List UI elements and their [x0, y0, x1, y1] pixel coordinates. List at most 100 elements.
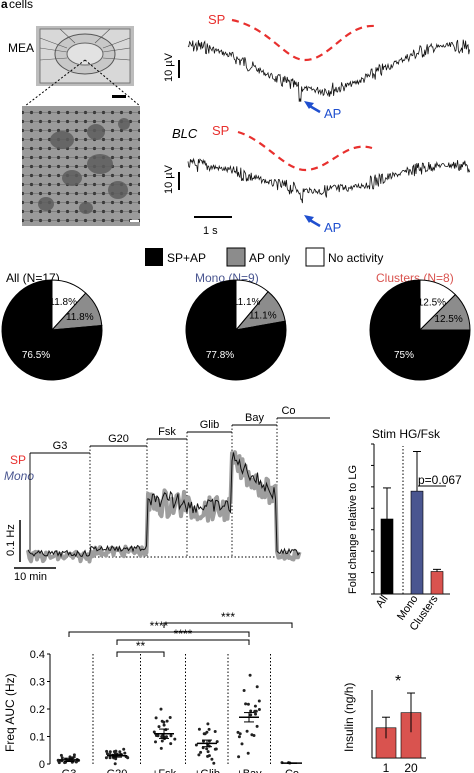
voltage-scale-bar-1: 10 µV	[163, 52, 180, 82]
auc-category-label: G20	[107, 768, 128, 773]
auc-category-label: +Bay	[236, 768, 262, 773]
auc-y-tick-label: 0.1	[30, 732, 45, 744]
auc-data-point	[159, 707, 163, 711]
insulin-category-label: 1	[383, 761, 390, 773]
pie-value-label: 12.5%	[418, 297, 446, 308]
fold-bar-clusters	[430, 571, 444, 595]
auc-data-point	[240, 742, 244, 746]
auc-data-point	[237, 755, 241, 759]
pie-legend: SP+AP AP only No activity	[145, 247, 383, 267]
pie-value-label: 76.5%	[22, 350, 50, 361]
auc-data-point	[242, 689, 246, 692]
insulin-chart: Insulin (ng/h) * 1 20	[342, 673, 426, 773]
auc-data-point	[214, 747, 218, 751]
auc-data-point	[123, 751, 127, 755]
auc-data-point	[194, 743, 198, 747]
auc-data-point	[210, 757, 214, 761]
sp-dashed-curve-1	[231, 18, 376, 62]
y-scale-bar-label: 0.1 Hz	[5, 524, 17, 556]
pie-value-label: 75%	[394, 350, 414, 361]
auc-data-point	[249, 709, 253, 713]
auc-data-point	[126, 756, 130, 760]
auc-data-point	[159, 746, 163, 750]
voltage-scale-label-1: 10 µV	[163, 52, 175, 82]
auc-data-point	[246, 751, 250, 755]
auc-data-point	[105, 749, 109, 753]
pie-value-label: 11.1%	[233, 297, 261, 308]
trace-2: BLC SP 10 µV AP 1 s	[163, 123, 470, 237]
phase-label: Fsk	[158, 426, 176, 438]
auc-data-point	[244, 702, 248, 706]
insulin-significance: *	[395, 673, 401, 690]
ap-arrow-1	[304, 101, 321, 114]
auc-data-point	[122, 747, 126, 751]
x-scale-bar: 10 min	[14, 567, 56, 583]
freq-auc-chart: Freq AUC (Hz) 0 0.1 0.2 0.3 0.4 G3 G20 +Fsk +Gli…	[3, 610, 302, 773]
significance-bracket	[116, 639, 250, 645]
auc-data-point	[169, 742, 173, 746]
significance-stars: ****	[150, 619, 169, 633]
pie-slice-sp-ap	[369, 279, 471, 381]
phase-label: Glib	[200, 419, 220, 431]
auc-data-point	[245, 729, 249, 733]
significance-bracket	[116, 651, 165, 657]
significance-bracket	[68, 631, 250, 637]
auc-data-point	[249, 713, 253, 717]
auc-data-point	[154, 734, 158, 737]
time-course-panel: SP Mono 0.1 Hz 10 min G3 G20 Fsk Glib Bay Co	[4, 405, 330, 583]
pie-value-label: 12.5%	[434, 314, 462, 325]
auc-data-point	[113, 762, 117, 766]
voltage-scale-bar-2: 10 µV	[163, 164, 180, 194]
legend-swatch-ap-only	[226, 247, 246, 267]
auc-data-point	[108, 756, 112, 760]
auc-data-point	[255, 685, 259, 689]
header: a cells	[1, 0, 33, 11]
pie-charts: All (N=17) Mono (N=9) Clusters (N=8) 76.…	[1, 271, 471, 381]
fold-bar-all	[380, 518, 394, 595]
auc-data-point	[168, 716, 172, 719]
auc-data-point	[215, 740, 219, 744]
auc-data-point	[60, 756, 64, 760]
auc-category-label: G3	[62, 768, 77, 773]
trace-1: SP 10 µV AP	[163, 12, 470, 121]
auc-data-point	[154, 716, 158, 720]
auc-data-point	[213, 730, 217, 733]
auc-data-point	[160, 735, 164, 739]
phase-label: Bay	[245, 412, 264, 424]
auc-data-point	[207, 754, 211, 758]
legend-label-sp-ap: SP+AP	[167, 251, 206, 265]
auc-data-point	[254, 712, 257, 716]
auc-data-point	[238, 732, 242, 736]
legend-label-ap-only: AP only	[249, 251, 290, 265]
panel-letter: a	[1, 0, 8, 11]
auc-data-point	[160, 739, 164, 743]
auc-data-point	[59, 753, 63, 757]
auc-data-point	[253, 709, 257, 713]
auc-y-tick-label: 0.3	[30, 677, 45, 689]
sp-label-2: SP	[212, 123, 229, 138]
phase-label: G3	[53, 440, 68, 452]
auc-data-point	[207, 727, 211, 731]
pie-value-label: 11.1%	[249, 311, 277, 322]
mono-series-label: Mono	[4, 469, 34, 483]
mea-label: MEA	[8, 41, 34, 55]
sem-band	[26, 450, 302, 564]
auc-data-point	[72, 753, 76, 757]
auc-data-point	[152, 730, 156, 734]
significance-stars: ****	[174, 627, 193, 641]
auc-data-point	[57, 760, 61, 763]
auc-data-point	[248, 673, 252, 677]
auc-data-point	[173, 737, 177, 741]
sp-series-label: SP	[10, 453, 26, 467]
auc-data-point	[104, 756, 108, 760]
ap-label-2: AP	[324, 220, 341, 235]
pie-value-label: 11.8%	[66, 312, 94, 323]
auc-data-point	[118, 750, 122, 754]
ap-label-1: AP	[324, 106, 341, 121]
microscopy-scale-bar	[130, 220, 139, 222]
fold-chart-title: Stim HG/Fsk	[372, 427, 441, 441]
fold-category-label: All	[374, 593, 391, 610]
auc-data-point	[154, 740, 157, 744]
x-scale-bar-label: 10 min	[14, 571, 47, 583]
traces-panel: SP 10 µV AP BLC SP 10 µV	[163, 12, 470, 237]
